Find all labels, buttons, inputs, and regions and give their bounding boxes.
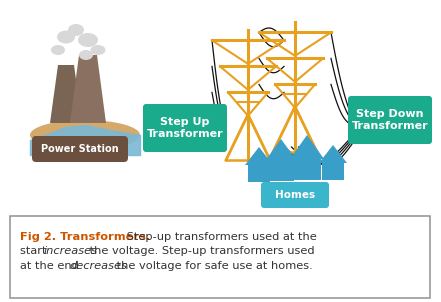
- Text: start: start: [20, 246, 50, 256]
- Text: Step-up transformers used at the: Step-up transformers used at the: [123, 232, 317, 242]
- Polygon shape: [50, 65, 82, 123]
- Bar: [268, 161, 294, 181]
- Polygon shape: [245, 147, 273, 165]
- Ellipse shape: [79, 50, 93, 60]
- Ellipse shape: [90, 45, 105, 55]
- Polygon shape: [70, 55, 106, 123]
- Text: increases: increases: [44, 246, 98, 256]
- Ellipse shape: [30, 120, 140, 150]
- Ellipse shape: [51, 45, 65, 55]
- Text: Power Station: Power Station: [41, 144, 119, 154]
- FancyBboxPatch shape: [143, 104, 227, 152]
- Polygon shape: [290, 135, 324, 159]
- Text: decreases: decreases: [69, 261, 127, 271]
- Bar: [322, 163, 344, 179]
- FancyBboxPatch shape: [261, 182, 329, 208]
- Polygon shape: [319, 145, 347, 163]
- Polygon shape: [265, 139, 297, 161]
- FancyBboxPatch shape: [32, 136, 128, 162]
- Text: Step Up
Transformer: Step Up Transformer: [147, 117, 223, 139]
- Bar: [248, 165, 270, 182]
- Text: the voltage for safe use at homes.: the voltage for safe use at homes.: [113, 261, 313, 271]
- Bar: [293, 159, 321, 180]
- Ellipse shape: [57, 31, 75, 43]
- FancyBboxPatch shape: [348, 96, 432, 144]
- Ellipse shape: [78, 33, 98, 47]
- FancyBboxPatch shape: [10, 216, 430, 298]
- Text: Step Down
Transformer: Step Down Transformer: [351, 109, 428, 131]
- Text: Fig 2. Transformers.: Fig 2. Transformers.: [20, 232, 150, 242]
- Text: the voltage. Step-up transformers used: the voltage. Step-up transformers used: [86, 246, 314, 256]
- Text: at the end: at the end: [20, 261, 82, 271]
- Text: Homes: Homes: [275, 190, 315, 200]
- Ellipse shape: [68, 24, 84, 36]
